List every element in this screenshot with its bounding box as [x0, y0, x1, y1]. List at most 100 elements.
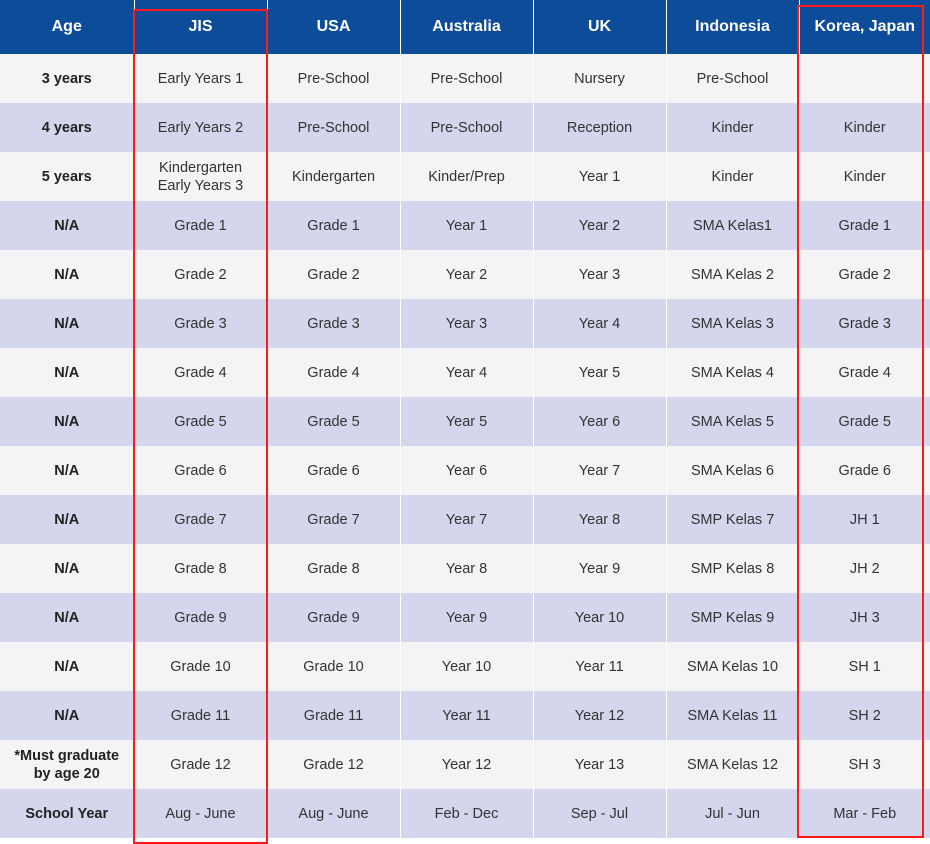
cell-text: Aug - June	[298, 805, 369, 822]
korea-japan-cell: Mar - Feb	[799, 789, 930, 838]
age-cell: 4 years	[0, 103, 135, 152]
cell-text: Pre-School	[297, 70, 370, 87]
australia-cell: Pre-School	[400, 103, 534, 152]
table-row: N/A Grade 10 Grade 10 Year 10 Year 11 SMA Kel…	[0, 642, 930, 691]
korea-japan-cell	[799, 54, 930, 103]
cell-text: Kinder	[843, 119, 886, 136]
korea-japan-cell: Grade 3	[799, 299, 930, 348]
uk-cell: Year 1	[533, 152, 667, 201]
uk-cell: Year 11	[533, 642, 667, 691]
age-cell: *Must graduate by age 20	[0, 740, 135, 789]
cell-text: Pre-School	[430, 119, 503, 136]
age-text: N/A	[54, 658, 80, 675]
usa-cell: Grade 3	[267, 299, 401, 348]
cell-text: Year 13	[574, 756, 625, 773]
cell-text: Mar - Feb	[833, 805, 897, 822]
cell-text: Jul - Jun	[705, 805, 760, 822]
australia-cell: Year 3	[400, 299, 534, 348]
table-row: *Must graduate by age 20 Grade 12 Grade 12 Y…	[0, 740, 930, 789]
jis-cell: Grade 9	[134, 593, 268, 642]
age-cell: N/A	[0, 250, 135, 299]
cell-text: Sep - Jul	[570, 805, 629, 822]
table-row: N/A Grade 2 Grade 2 Year 2 Year 3 SMA Kelas 2…	[0, 250, 930, 299]
cell-text: Year 7	[445, 511, 488, 528]
cell-text: Year 5	[445, 413, 488, 430]
indonesia-cell: SMA Kelas 3	[666, 299, 800, 348]
cell-text: Grade 4	[307, 364, 360, 381]
table-row: N/A Grade 5 Grade 5 Year 5 Year 6 SMA Kelas 5…	[0, 397, 930, 446]
cell-text: Grade 3	[838, 315, 891, 332]
age-text: *Must graduate	[14, 747, 120, 764]
uk-cell: Year 3	[533, 250, 667, 299]
indonesia-cell: Kinder	[666, 152, 800, 201]
usa-cell: Grade 7	[267, 495, 401, 544]
cell-text: Early Years 2	[157, 119, 244, 136]
korea-japan-cell: SH 2	[799, 691, 930, 740]
korea-japan-cell: JH 3	[799, 593, 930, 642]
jis-cell: Grade 7	[134, 495, 268, 544]
age-text: N/A	[54, 609, 80, 626]
indonesia-cell: Pre-School	[666, 54, 800, 103]
cell-text: Grade 5	[307, 413, 360, 430]
header-jis: JIS	[134, 0, 268, 54]
cell-text: Year 7	[578, 462, 621, 479]
cell-text: Grade 6	[838, 462, 891, 479]
jis-cell: Grade 10	[134, 642, 268, 691]
cell-text: SH 2	[848, 707, 881, 724]
korea-japan-cell: Kinder	[799, 103, 930, 152]
korea-japan-cell: Kinder	[799, 152, 930, 201]
cell-text: SMA Kelas1	[693, 217, 772, 234]
jis-cell: Grade 1	[134, 201, 268, 250]
cell-text: Feb - Dec	[434, 805, 499, 822]
cell-text: Grade 9	[174, 609, 227, 626]
australia-cell: Year 4	[400, 348, 534, 397]
cell-text: Year 1	[445, 217, 488, 234]
indonesia-cell: SMA Kelas 4	[666, 348, 800, 397]
age-text: N/A	[54, 266, 80, 283]
cell-text: Grade 1	[838, 217, 891, 234]
table-row: N/A Grade 4 Grade 4 Year 4 Year 5 SMA Kelas 4…	[0, 348, 930, 397]
cell-text: Year 9	[578, 560, 621, 577]
cell-text: Grade 12	[303, 756, 364, 773]
age-text: N/A	[54, 560, 80, 577]
australia-cell: Pre-School	[400, 54, 534, 103]
table-row: 5 years Kindergarten Early Years 3 Kinderga…	[0, 152, 930, 201]
age-text: N/A	[54, 511, 80, 528]
australia-cell: Year 12	[400, 740, 534, 789]
australia-cell: Kinder/Prep	[400, 152, 534, 201]
australia-cell: Year 1	[400, 201, 534, 250]
table-row: N/A Grade 6 Grade 6 Year 6 Year 7 SMA Kelas 6…	[0, 446, 930, 495]
uk-cell: Year 4	[533, 299, 667, 348]
cell-text: JH 3	[849, 609, 880, 626]
cell-text: Pre-School	[430, 70, 503, 87]
cell-text: Grade 6	[174, 462, 227, 479]
cell-text: Grade 2	[307, 266, 360, 283]
australia-cell: Year 9	[400, 593, 534, 642]
age-text: N/A	[54, 315, 80, 332]
age-cell: 5 years	[0, 152, 135, 201]
usa-cell: Pre-School	[267, 103, 401, 152]
uk-cell: Year 6	[533, 397, 667, 446]
cell-text: Year 5	[578, 364, 621, 381]
cell-text: SMP Kelas 8	[690, 560, 775, 577]
age-cell: School Year	[0, 789, 135, 838]
usa-cell: Grade 6	[267, 446, 401, 495]
jis-cell: Kindergarten Early Years 3	[134, 152, 268, 201]
cell-text: Nursery	[574, 70, 625, 87]
indonesia-cell: SMP Kelas 7	[666, 495, 800, 544]
cell-text: Year 2	[445, 266, 488, 283]
indonesia-cell: SMP Kelas 9	[666, 593, 800, 642]
australia-cell: Year 10	[400, 642, 534, 691]
australia-cell: Year 2	[400, 250, 534, 299]
korea-japan-cell: Grade 6	[799, 446, 930, 495]
indonesia-cell: SMP Kelas 8	[666, 544, 800, 593]
uk-cell: Year 9	[533, 544, 667, 593]
table-row: N/A Grade 11 Grade 11 Year 11 Year 12 SMA Kel…	[0, 691, 930, 740]
cell-text: Pre-School	[297, 119, 370, 136]
australia-cell: Year 7	[400, 495, 534, 544]
age-cell: N/A	[0, 593, 135, 642]
uk-cell: Nursery	[533, 54, 667, 103]
age-cell: N/A	[0, 299, 135, 348]
jis-cell: Grade 8	[134, 544, 268, 593]
cell-text: SMA Kelas 12	[686, 756, 779, 773]
